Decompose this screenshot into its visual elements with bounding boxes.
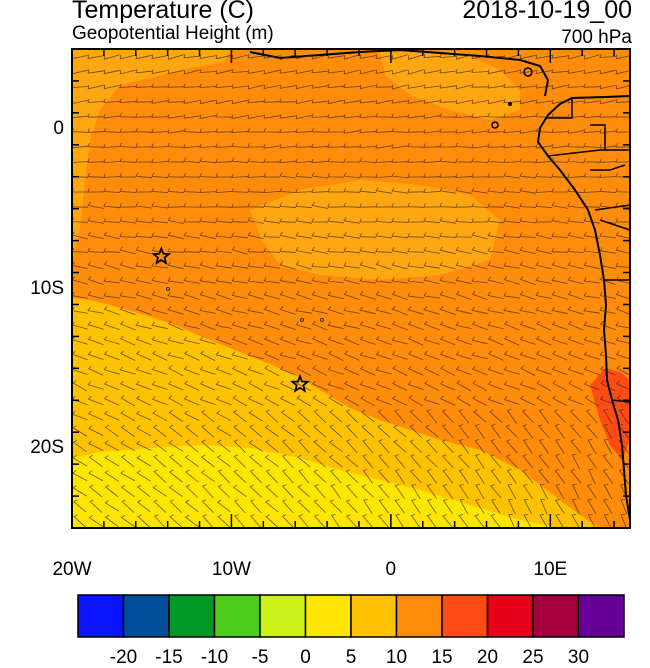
axis-ticks [71, 48, 630, 529]
colorbar-swatch [577, 594, 625, 638]
colorbar-label: 5 [345, 647, 357, 668]
chart-subtitle: Geopotential Height (m) [72, 23, 274, 44]
colorbar-label: 15 [431, 647, 453, 668]
lat-label: 20S [30, 437, 64, 459]
lon-label: 0 [385, 559, 397, 580]
station-star-icon [290, 373, 310, 393]
colorbar-swatch [77, 594, 125, 638]
colorbar-swatch [441, 594, 489, 638]
colorbar-label: 20 [476, 647, 499, 668]
valid-time: 2018-10-19_00 [462, 0, 632, 24]
lon-label: 20W [52, 559, 92, 580]
lat-label: 0 [53, 117, 64, 139]
colorbar-swatch [168, 594, 216, 638]
lon-label: 10E [533, 559, 568, 580]
station-star-icon [151, 246, 172, 265]
station-markers [151, 246, 310, 393]
pressure-level: 700 hPa [561, 27, 632, 48]
map-frame [71, 48, 631, 529]
colorbar-swatch [213, 594, 261, 638]
colorbar-label: -15 [155, 647, 183, 668]
colorbar-swatch [304, 594, 352, 638]
colorbar-swatch [395, 594, 443, 638]
wind-barbs [72, 53, 630, 528]
colorbar-swatch [532, 594, 580, 638]
colorbar-label: 30 [567, 647, 590, 668]
colorbar-label: 10 [385, 647, 408, 668]
colorbar-swatch [350, 594, 398, 638]
lon-label: 10W [211, 559, 251, 580]
colorbar-swatch [486, 594, 534, 638]
colorbar-label: -5 [251, 647, 269, 668]
temperature-field-15-20 [72, 49, 630, 528]
colorbar-label: -10 [200, 647, 229, 668]
colorbar-swatch [259, 594, 307, 638]
colorbar-swatch [122, 594, 170, 638]
colorbar-label: -20 [109, 647, 138, 668]
colorbar-label: 0 [300, 647, 311, 668]
chart-title: Temperature (C) [72, 0, 254, 24]
lat-label: 10S [30, 277, 64, 299]
colorbar-label: 25 [522, 647, 544, 668]
